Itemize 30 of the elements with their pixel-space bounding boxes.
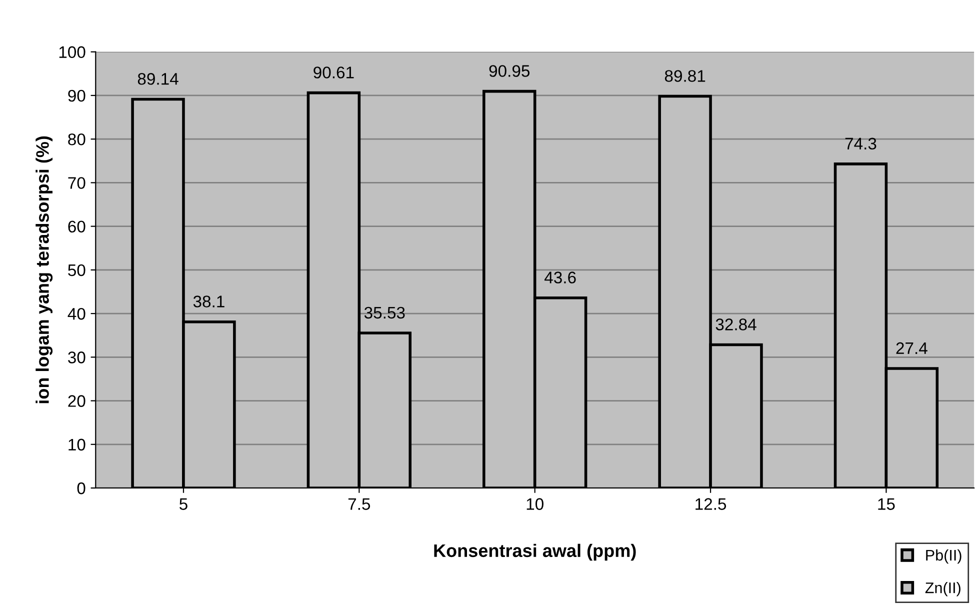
- y-tick-label: 80: [68, 133, 86, 146]
- x-tick-label: 15: [878, 498, 895, 510]
- x-axis-title: Konsentrasi awal (ppm): [434, 544, 636, 561]
- y-tick-label: 40: [68, 308, 86, 320]
- data-label: 74.3: [845, 138, 876, 150]
- y-tick-label: 90: [68, 90, 86, 102]
- legend-label: Pb(II): [926, 549, 962, 564]
- legend-label: Zn(II): [925, 582, 960, 596]
- y-tick-label: 50: [68, 264, 86, 276]
- y-tick-label: 20: [68, 395, 86, 407]
- y-tick-label: 70: [68, 177, 86, 189]
- y-tick-label: 10: [68, 438, 86, 451]
- x-tick-label: 12.5: [696, 498, 726, 510]
- y-tick-label: 30: [68, 352, 86, 364]
- data-label: 32.84: [716, 318, 756, 330]
- y-axis-title: ion logam yang teradsorpsi (%): [36, 136, 53, 404]
- data-label: 89.14: [138, 73, 178, 85]
- data-label: 90.61: [314, 66, 354, 78]
- y-tick-label: 60: [68, 220, 86, 233]
- data-label: 35.53: [364, 306, 405, 319]
- data-label: 43.6: [544, 272, 576, 284]
- x-tick-label: 10: [526, 498, 544, 510]
- data-label: 38.1: [193, 296, 224, 308]
- x-tick-label: 5: [180, 498, 188, 510]
- data-label: 27.4: [896, 342, 928, 354]
- x-tick-label: 7.5: [348, 498, 370, 510]
- y-tick-label: 0: [77, 482, 86, 494]
- data-label: 89.81: [664, 70, 706, 82]
- data-label: 90.95: [489, 65, 530, 77]
- y-tick-label: 100: [59, 46, 86, 58]
